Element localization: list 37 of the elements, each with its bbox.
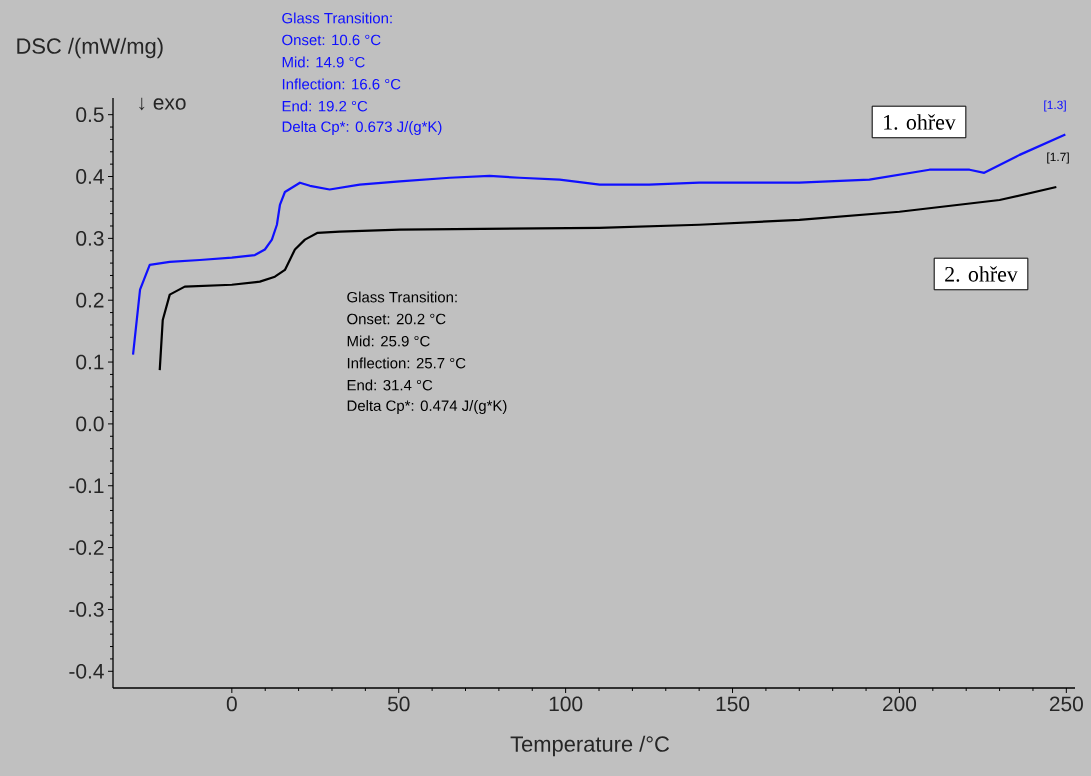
y-tick-label: -0.2 — [69, 540, 104, 555]
x-tick-label: 150 — [716, 696, 750, 712]
text: Glass Transition: — [282, 12, 392, 24]
annotation: [1.3] — [1044, 100, 1066, 112]
y-tick-label: 0.1 — [76, 354, 104, 370]
y-tick-label: -0.3 — [69, 602, 104, 617]
text: Mid: 14.9 °C — [282, 56, 365, 68]
annotation: ↓ exo — [139, 97, 186, 111]
annotation: Glass Transition: — [347, 291, 457, 303]
annotation: Mid: 25.9 °C — [347, 335, 430, 347]
line-series — [158, 185, 1058, 372]
y-tick-label: 0.5 — [76, 107, 104, 123]
x-tick-label: 0 — [226, 696, 237, 712]
annotation: Inflection: 25.7 °C — [347, 357, 466, 369]
y-axis-title: DSC /(mW/mg) — [17, 37, 163, 59]
y-tick-label: 0.0 — [76, 416, 104, 432]
y-tick-label: -0.4 — [69, 663, 104, 679]
x-axis-title: Temperature /°C — [510, 735, 670, 757]
y-tick-label: -0.1 — [69, 478, 104, 494]
y-tick-label: 0.4 — [76, 169, 104, 184]
line-series — [131, 133, 1067, 356]
x-tick-label: 250 — [1049, 696, 1083, 712]
annotation: Onset: 20.2 °C — [347, 313, 446, 325]
y-tick-label: 0.2 — [76, 292, 104, 308]
text: 2. ohřev — [945, 266, 1018, 282]
x-tick-label: 200 — [883, 696, 917, 712]
annotation: [1.7] — [1047, 152, 1069, 164]
annotation: Delta Cp*: 0.474 J/(g*K) — [347, 400, 507, 414]
annotation: End: 19.2 °C — [282, 100, 368, 112]
annotation: Delta Cp*: 0.673 J/(g*K) — [282, 121, 442, 135]
text: Onset: 10.6 °C — [282, 34, 381, 46]
x-tick-label: 100 — [549, 696, 583, 712]
y-tick-label: 0.3 — [76, 230, 104, 246]
annotation: End: 31.4 °C — [347, 379, 433, 391]
text: Inflection: 16.6 °C — [282, 78, 401, 90]
series-label: 1. ohřev — [884, 114, 956, 130]
x-tick-label: 50 — [387, 696, 410, 712]
